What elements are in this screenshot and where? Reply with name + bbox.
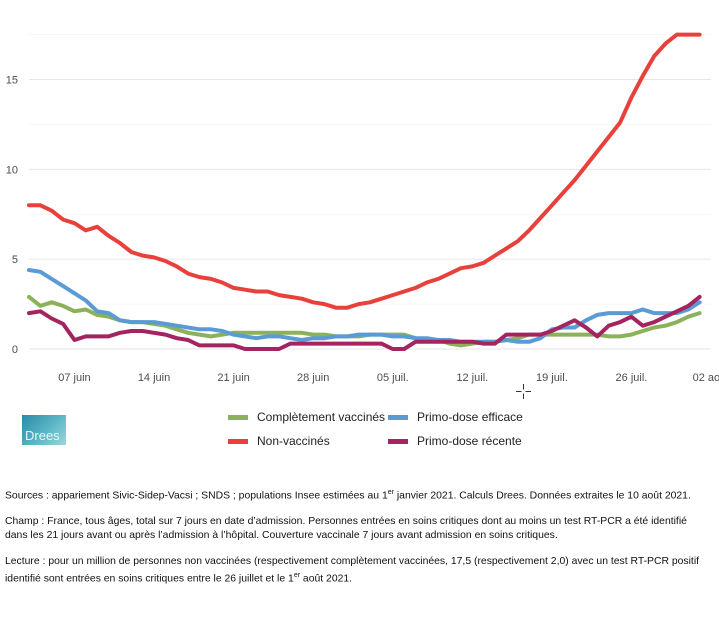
- x-tick-label: 21 juin: [217, 372, 249, 384]
- legend-label-non-vaccines: Non-vaccinés: [257, 434, 330, 448]
- legend-label-primo-recente: Primo-dose récente: [417, 434, 522, 448]
- drees-logo-text: Drees: [25, 428, 60, 443]
- crosshair-cursor-icon: [516, 384, 531, 399]
- x-tick-label: 14 juin: [138, 372, 170, 384]
- series-line-1: [27, 32, 702, 310]
- x-tick-label: 07 juin: [58, 372, 90, 384]
- drees-logo: Drees: [22, 415, 66, 445]
- y-tick-label: 5: [12, 254, 18, 266]
- legend-swatch-complet: [228, 414, 248, 420]
- y-tick-label: 10: [6, 164, 18, 176]
- legend-swatch-primo-recente: [388, 438, 408, 444]
- grid-lines: [29, 34, 711, 350]
- series-line-3: [27, 294, 702, 351]
- y-axis-ticks: 0 5 10 15: [6, 74, 18, 356]
- legend-item-primo-recente: Primo-dose récente: [388, 434, 522, 448]
- x-tick-label: 19 juil.: [536, 372, 568, 384]
- sources-note: Sources : appariement Sivic-Sidep-Vacsi …: [5, 489, 691, 502]
- y-tick-label: 0: [12, 344, 18, 356]
- x-tick-label: 12 juil.: [456, 372, 488, 384]
- legend-item-complet: Complètement vaccinés: [228, 410, 385, 424]
- legend-item-non-vaccines: Non-vaccinés: [228, 434, 330, 448]
- x-axis-ticks: 07 juin 14 juin 21 juin 28 juin 05 juil. 12 j…: [58, 372, 719, 384]
- y-tick-label: 15: [6, 74, 18, 86]
- line-chart: 0 5 10 15 07 juin 14 juin 21 juin 28 juin 05 ju…: [6, 32, 719, 384]
- x-tick-label: 05 juil.: [377, 372, 409, 384]
- chart-notes: Sources : appariement Sivic-Sidep-Vacsi …: [5, 486, 709, 598]
- x-tick-label: 26 juil.: [616, 372, 648, 384]
- lecture-note: Lecture : pour un million de personnes n…: [5, 555, 700, 585]
- legend-swatch-primo-efficace: [388, 414, 408, 420]
- legend-swatch-non-vaccines: [228, 438, 248, 444]
- champ-note: Champ : France, tous âges, total sur 7 j…: [5, 515, 687, 542]
- legend-item-primo-efficace: Primo-dose efficace: [388, 410, 523, 424]
- series-line-2: [27, 268, 702, 344]
- x-tick-label: 02 août: [693, 372, 719, 384]
- x-tick-label: 28 juin: [297, 372, 329, 384]
- legend-label-complet: Complètement vaccinés: [257, 410, 386, 424]
- legend-label-primo-efficace: Primo-dose efficace: [417, 410, 523, 424]
- series-lines: [27, 32, 702, 351]
- legend: Complètement vaccinés Primo-dose efficac…: [228, 410, 568, 454]
